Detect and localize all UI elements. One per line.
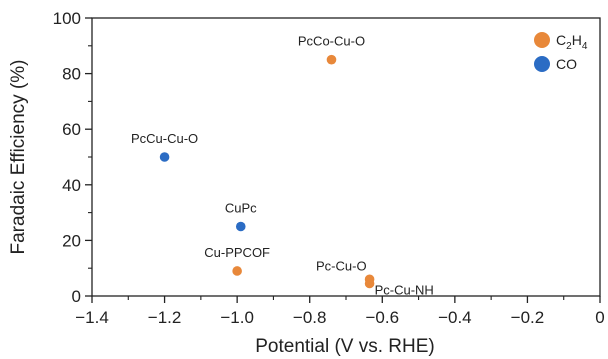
y-tick-label: 100 <box>53 9 81 28</box>
legend-marker <box>534 32 550 48</box>
data-point <box>326 54 337 65</box>
legend-label: CO <box>556 56 577 72</box>
y-tick-label: 20 <box>62 231 81 250</box>
x-axis-title: Potential (V vs. RHE) <box>255 336 435 357</box>
x-tick-label: −0.8 <box>293 308 327 327</box>
x-tick-label: −0.6 <box>366 308 400 327</box>
point-label: PcCu-Cu-O <box>131 131 198 146</box>
x-tick-label: −1.4 <box>75 308 109 327</box>
point-labels: PcCo-Cu-O Cu-PPCOF Pc-Cu-O Pc-Cu-NH PcCu-Cu-… <box>131 34 434 298</box>
x-tick-label: 0 <box>595 308 604 327</box>
y-tick-label: 60 <box>62 120 81 139</box>
legend-label: C2H4 <box>556 32 588 52</box>
data-points <box>159 54 375 289</box>
y-axis-title: Faradaic Efficiency (%) <box>8 60 29 255</box>
y-tick-label: 0 <box>72 287 81 306</box>
data-point <box>235 221 246 232</box>
data-point <box>232 266 242 276</box>
point-label: Pc-Cu-O <box>316 258 367 273</box>
x-tick-label: −0.4 <box>438 308 472 327</box>
legend: C2H4 CO <box>534 32 588 72</box>
x-tick-label: −1.0 <box>220 308 254 327</box>
x-tick-label: −1.2 <box>148 308 182 327</box>
point-label: Cu-PPCOF <box>204 245 270 260</box>
x-tick-label: −0.2 <box>511 308 545 327</box>
data-point <box>159 152 170 162</box>
point-label: PcCo-Cu-O <box>298 34 365 49</box>
data-point <box>364 278 375 289</box>
y-tick-label: 80 <box>62 65 81 84</box>
point-label: CuPc <box>225 201 257 216</box>
point-label: Pc-Cu-NH <box>375 282 434 297</box>
axes: −1.4 −1.2 −1.0 −0.8 −0.6 −0.4 −0.2 0 0 20 40 60 80 10… <box>53 9 605 327</box>
legend-marker <box>534 56 550 72</box>
y-tick-label: 40 <box>62 176 81 195</box>
